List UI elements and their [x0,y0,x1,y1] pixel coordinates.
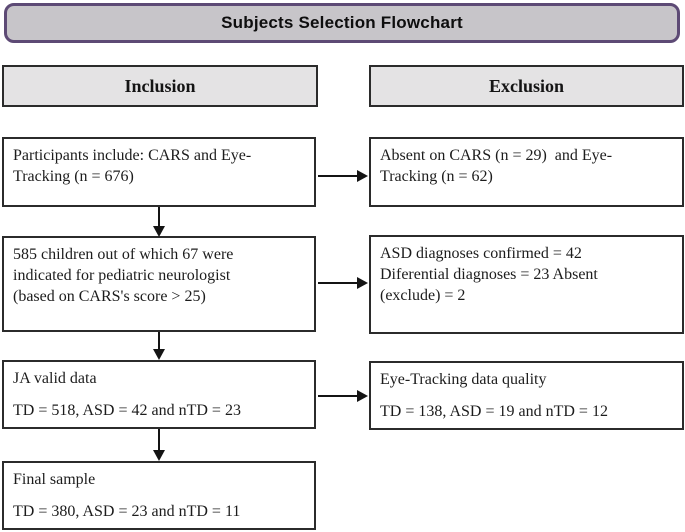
column-header-inclusion: Inclusion [2,65,318,107]
box-cars-screening: 585 children out of which 67 were indica… [2,236,316,332]
box-text-line: Eye-Tracking data quality [380,371,547,388]
box-text-line: (based on CARS's score > 25) [13,288,206,305]
box-text-line: TD = 138, ASD = 19 and nTD = 12 [380,403,608,420]
box-text-line: Tracking (n = 62) [380,168,493,185]
box-text-line: Diferential diagnoses = 23 Absent [380,266,598,283]
arrow-head-down-icon [153,349,165,360]
arrow-shaft [158,207,160,227]
arrow-head-down-icon [153,450,165,461]
box-asd-diagnoses: ASD diagnoses confirmed = 42 Diferential… [369,235,684,334]
column-header-exclusion: Exclusion [369,65,684,107]
box-participants: Participants include: CARS and Eye- Trac… [2,137,316,207]
box-ja-valid-data: JA valid data TD = 518, ASD = 42 and nTD… [2,360,316,429]
arrow-head-right-icon [357,390,368,402]
box-final-sample: Final sample TD = 380, ASD = 23 and nTD … [2,461,316,530]
box-text-line: Participants include: CARS and Eye- [13,147,252,164]
box-text-line: JA valid data [13,370,97,387]
box-text-line: TD = 380, ASD = 23 and nTD = 11 [13,503,241,520]
arrow-shaft [158,332,160,350]
box-absent-on-cars: Absent on CARS (n = 29) and Eye- Trackin… [369,137,684,207]
arrow-head-down-icon [153,226,165,237]
box-eye-tracking-quality: Eye-Tracking data quality TD = 138, ASD … [369,361,684,430]
box-text-line: ASD diagnoses confirmed = 42 [380,245,582,262]
arrow-shaft [318,175,358,177]
flowchart-title-bar: Subjects Selection Flowchart [4,3,680,43]
exclusion-header-label: Exclusion [488,75,565,96]
box-text-line: indicated for pediatric neurologist [13,267,231,284]
arrow-head-right-icon [357,170,368,182]
flowchart-title: Subjects Selection Flowchart [221,13,463,32]
arrow-shaft [318,395,358,397]
inclusion-header-label: Inclusion [124,75,196,96]
box-text-line: Absent on CARS (n = 29) and Eye- [380,147,613,164]
arrow-shaft [318,282,358,284]
box-text-line: Tracking (n = 676) [13,168,134,185]
arrow-head-right-icon [357,277,368,289]
box-text-line: (exclude) = 2 [380,287,466,304]
box-text-line: 585 children out of which 67 were [13,246,234,263]
box-text-line: TD = 518, ASD = 42 and nTD = 23 [13,402,241,419]
box-text-line: Final sample [13,471,96,488]
arrow-shaft [158,429,160,451]
